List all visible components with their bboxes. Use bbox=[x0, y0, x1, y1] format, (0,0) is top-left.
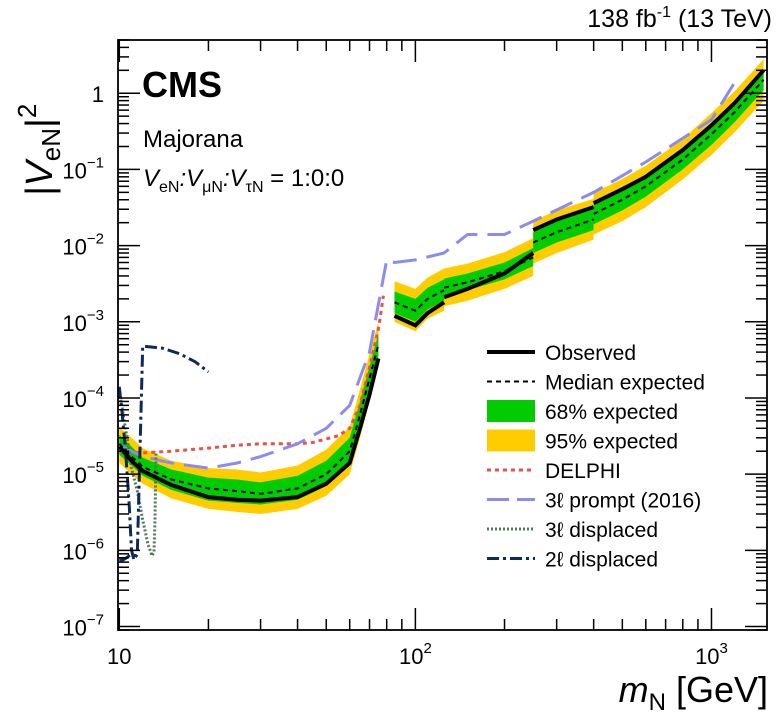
legend-entry: Observed bbox=[487, 342, 636, 365]
y-tick-label: 10−1 bbox=[62, 154, 104, 183]
y-tick-label: 10−5 bbox=[62, 459, 104, 488]
legend-label: 3ℓ prompt (2016) bbox=[545, 490, 701, 513]
legend-label: Observed bbox=[545, 342, 636, 365]
legend-entry: 68% expected bbox=[487, 400, 678, 424]
legend-entry: 2ℓ displaced bbox=[487, 549, 658, 572]
legend-entry: 3ℓ prompt (2016) bbox=[487, 490, 701, 513]
legend-label: 2ℓ displaced bbox=[545, 549, 658, 572]
y-tick-label: 10−7 bbox=[62, 612, 104, 641]
x-tick-label: 102 bbox=[399, 640, 432, 669]
x-axis-label: mN [GeV] bbox=[619, 669, 768, 712]
band-68-high-mass-3 bbox=[593, 69, 764, 225]
plot-frame bbox=[117, 39, 768, 631]
observed-high-mass-2 bbox=[532, 205, 595, 232]
legend-entry: 95% expected bbox=[487, 429, 678, 454]
expected-low-mass bbox=[118, 344, 380, 495]
legend-label: DELPHI bbox=[545, 460, 621, 483]
expected-high-mass-3 bbox=[593, 79, 765, 215]
legend: Observed Median expected 68% expected 95% e… bbox=[487, 342, 705, 572]
expected-mid-mass bbox=[394, 289, 445, 312]
legend-swatch bbox=[487, 400, 535, 422]
legend-label: Median expected bbox=[545, 372, 705, 395]
band-68-high-mass-2 bbox=[533, 209, 594, 253]
coupling-label: VeN:VμN:VτN = 1:0:0 bbox=[143, 165, 344, 196]
y-tick-label: 10−2 bbox=[62, 231, 104, 260]
x-tick-label: 103 bbox=[695, 640, 728, 669]
band-68-mid-mass bbox=[394, 279, 445, 322]
experiment-label: CMS bbox=[142, 64, 222, 105]
legend-entry: 3ℓ displaced bbox=[487, 519, 658, 542]
y-axis-label: |VeN|2 bbox=[12, 104, 66, 197]
observed-high-mass-3 bbox=[592, 68, 766, 205]
y-tick-label: 10−3 bbox=[62, 307, 104, 336]
observed-low-mass bbox=[118, 358, 381, 503]
band-68-group bbox=[119, 69, 764, 505]
legend-label: 68% expected bbox=[545, 401, 678, 424]
model-label: Majorana bbox=[143, 126, 244, 153]
prompt-2016-curve bbox=[118, 81, 737, 470]
axis-ticks bbox=[118, 39, 767, 631]
y-tick-label: 10−4 bbox=[62, 383, 104, 412]
displaced-2l-curve bbox=[118, 344, 210, 564]
legend-label: 95% expected bbox=[545, 431, 678, 454]
displaced-3l-curve bbox=[118, 391, 158, 560]
legend-swatch bbox=[487, 429, 535, 452]
legend-label: 3ℓ displaced bbox=[545, 519, 658, 542]
band-68-high-mass-1 bbox=[444, 248, 534, 296]
delphi-curve bbox=[119, 295, 385, 455]
legend-entry: Median expected bbox=[487, 372, 705, 395]
x-tick-label: 10 bbox=[107, 644, 131, 669]
y-tick-label: 1 bbox=[92, 82, 104, 107]
legend-entry: DELPHI bbox=[487, 460, 621, 483]
luminosity-label: 138 fb-1 (13 TeV) bbox=[587, 4, 772, 33]
y-tick-label: 10−6 bbox=[62, 535, 104, 564]
observed-mid-mass bbox=[393, 300, 446, 328]
observed-high-mass-1 bbox=[443, 251, 535, 300]
expected-high-mass-1 bbox=[443, 256, 534, 289]
tick-labels: 10 102 103 10−7 10−6 10−5 10−4 10−3 10−2 10−1 1 bbox=[62, 82, 727, 669]
